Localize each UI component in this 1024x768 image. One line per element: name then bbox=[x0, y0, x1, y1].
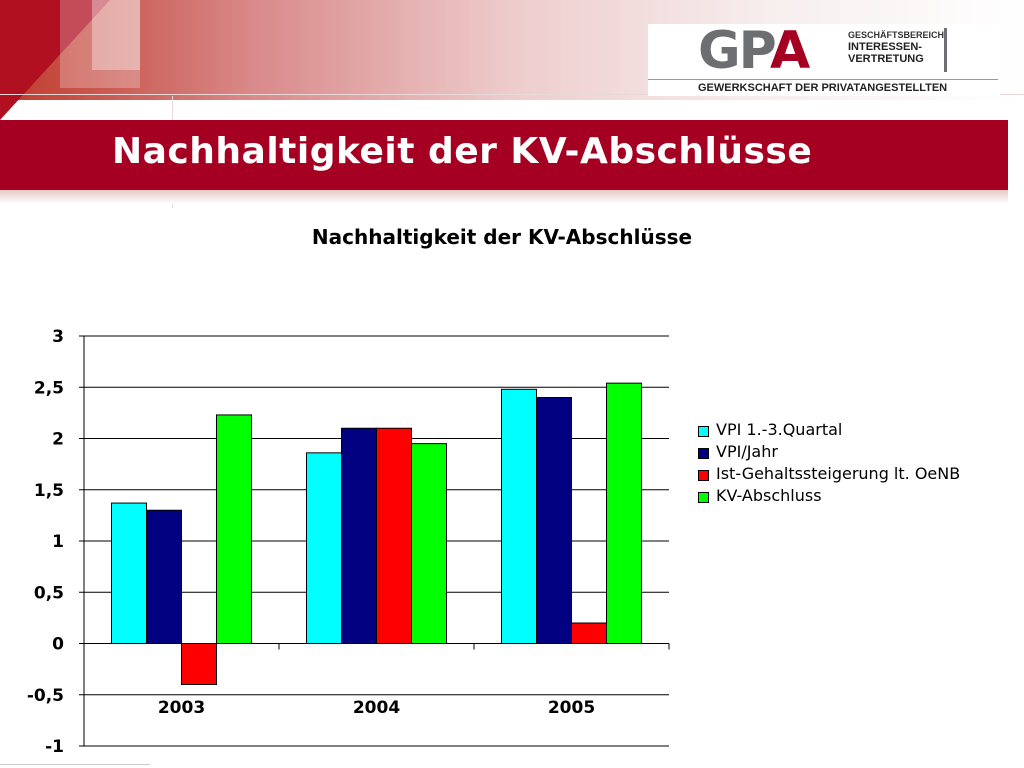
header-red-triangle bbox=[0, 0, 110, 120]
bar-2004-series-2 bbox=[341, 427, 377, 644]
title-bar bbox=[0, 120, 1008, 190]
footer-line bbox=[0, 764, 150, 765]
x-category-label: 2004 bbox=[353, 698, 400, 718]
logo-subtitle: GEWERKSCHAFT DER PRIVATANGESTELLTEN bbox=[698, 82, 948, 94]
gpa-logo: GPA GESCHÄFTSBEREICH INTERESSEN- VERTRET… bbox=[648, 24, 1000, 96]
title-bar-shadow bbox=[0, 190, 1008, 204]
logo-side-line2: INTERESSEN- bbox=[848, 41, 922, 53]
y-tick-label: 1 bbox=[52, 532, 64, 552]
y-tick-label: -0,5 bbox=[27, 686, 64, 706]
header-decoration-square bbox=[60, 0, 140, 88]
y-tick-label: 0,5 bbox=[34, 583, 64, 603]
y-tick-label: 1,5 bbox=[34, 481, 64, 501]
logo-division-text: GESCHÄFTSBEREICH INTERESSEN- VERTRETUNG bbox=[848, 30, 944, 65]
logo-rule bbox=[648, 79, 998, 80]
bar-2004-series-1 bbox=[306, 452, 342, 644]
bar-2005-series-3 bbox=[571, 622, 607, 644]
bar-2005-series-2 bbox=[536, 397, 572, 644]
bar-2005-series-4 bbox=[606, 382, 642, 644]
legend-swatch bbox=[698, 426, 709, 437]
y-tick-label: 0 bbox=[52, 635, 64, 655]
legend-label: VPI 1.-3.Quartal bbox=[716, 420, 843, 439]
y-tick-label: -1 bbox=[45, 737, 64, 757]
legend-label: KV-Abschluss bbox=[716, 486, 822, 505]
logo-a: A bbox=[770, 21, 810, 81]
bar-2003-series-3 bbox=[181, 643, 217, 685]
legend-label: Ist-Gehaltssteigerung lt. OeNB bbox=[716, 464, 961, 483]
logo-gp: GP bbox=[698, 21, 772, 81]
y-tick-label: 3 bbox=[52, 327, 64, 347]
logo-wordmark: GPA bbox=[698, 21, 810, 81]
x-category-label: 2003 bbox=[158, 698, 205, 718]
bar-2003-series-2 bbox=[146, 509, 182, 644]
header-divider-line bbox=[0, 94, 1024, 95]
legend-swatch bbox=[698, 492, 709, 503]
logo-side-line3: VERTRETUNG bbox=[848, 53, 924, 65]
bar-2003-series-4 bbox=[216, 414, 252, 644]
x-category-label: 2005 bbox=[548, 698, 595, 718]
chart-title: Nachhaltigkeit der KV-Abschlüsse bbox=[311, 225, 693, 249]
y-tick-label: 2 bbox=[52, 430, 64, 450]
legend-swatch bbox=[698, 448, 709, 459]
logo-side-line1: GESCHÄFTSBEREICH bbox=[848, 30, 945, 40]
legend-label: VPI/Jahr bbox=[716, 442, 778, 461]
bar-2005-series-1 bbox=[501, 388, 537, 644]
bar-2004-series-3 bbox=[376, 427, 412, 644]
bar-2003-series-1 bbox=[111, 502, 147, 645]
header-decoration-square-inner bbox=[92, 0, 140, 70]
logo-vertical-bar bbox=[944, 28, 947, 72]
bar-2004-series-4 bbox=[411, 443, 447, 644]
y-tick-label: 2,5 bbox=[34, 378, 64, 398]
slide-title: Nachhaltigkeit der KV-Abschlüsse bbox=[112, 131, 813, 172]
legend-swatch bbox=[698, 470, 709, 481]
